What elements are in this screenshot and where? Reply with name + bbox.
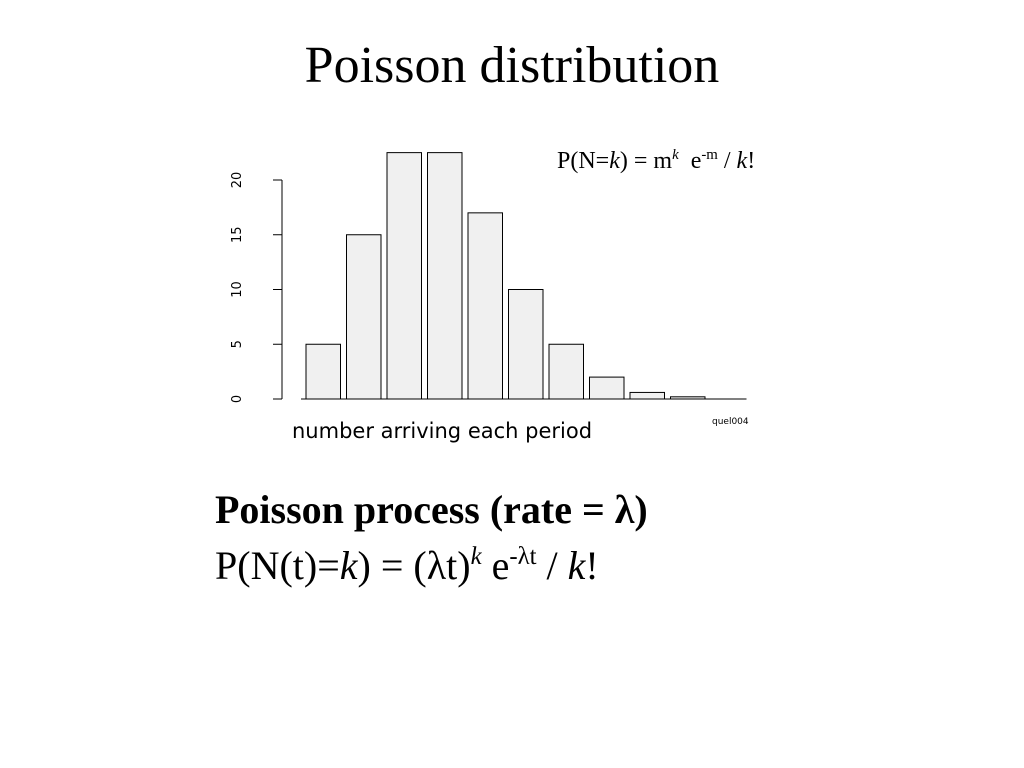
process-heading: Poisson process (rate = λ): [215, 487, 648, 532]
y-tick-label: 15: [230, 226, 245, 243]
formula-part: k: [672, 147, 679, 164]
slide-title: Poisson distribution: [304, 37, 720, 94]
formula-part: k: [567, 543, 586, 588]
formula: P(N=k) = mk e-m / k!: [557, 148, 755, 175]
formula-part: -λt: [509, 543, 537, 571]
y-tick-label: 20: [230, 172, 245, 189]
bar: [629, 391, 665, 400]
formula-part: e: [491, 543, 510, 588]
bar: [467, 212, 503, 400]
bar: [548, 343, 584, 400]
formula-part: !: [585, 543, 599, 588]
formula-part: e: [690, 148, 702, 174]
formula-part: /: [536, 543, 568, 588]
y-tick-label: 0: [230, 395, 245, 403]
formula-part: ) = m: [619, 148, 673, 174]
bar: [670, 396, 706, 400]
formula-part: k: [339, 543, 358, 588]
bar: [508, 289, 544, 400]
bar: [589, 376, 625, 400]
y-tick-label: 10: [230, 281, 245, 298]
bar: [386, 152, 422, 400]
bar: [346, 234, 382, 400]
y-tick-label: 5: [230, 340, 245, 348]
process-formula: P(N(t)=k) = (λt)k e-λt / k!: [215, 542, 599, 589]
formula-part: P(N=: [557, 148, 610, 174]
x-axis-label: number arriving each period: [292, 419, 592, 443]
bar: [305, 343, 341, 400]
formula-part: k: [609, 148, 620, 174]
source-label: quel004: [712, 417, 749, 427]
formula-part: /: [717, 148, 737, 174]
formula-part: P(N(t)=: [215, 543, 340, 588]
formula-part: k: [736, 148, 748, 174]
formula-part: k: [470, 543, 482, 571]
formula-part: -m: [701, 147, 718, 164]
bar: [427, 152, 463, 400]
formula-part: ) = (λt): [357, 543, 471, 588]
formula-part: !: [747, 148, 756, 174]
